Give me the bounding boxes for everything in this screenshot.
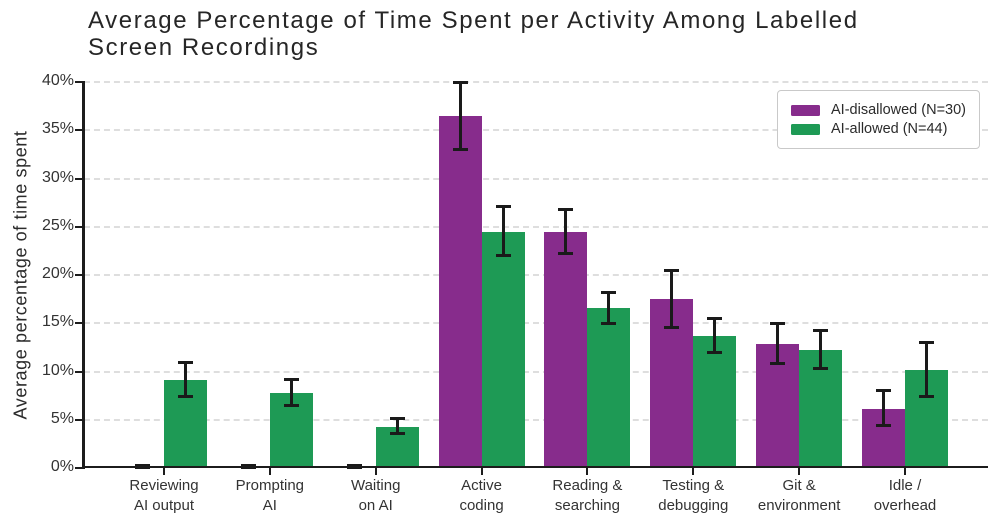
y-tick-label: 30% <box>41 168 74 186</box>
x-tick-label: Prompting AI <box>235 477 305 514</box>
y-tick <box>75 129 84 132</box>
error-bar-cap <box>813 367 829 371</box>
y-tick-label: 5% <box>50 409 74 427</box>
x-tick <box>692 468 695 475</box>
error-bar-cap <box>770 362 786 366</box>
error-bar-line <box>670 270 674 328</box>
bar-ai-allowed <box>693 335 737 468</box>
error-bar-cap <box>813 329 829 333</box>
y-tick <box>75 225 84 228</box>
error-bar-line <box>458 82 462 150</box>
bar-ai-allowed <box>481 231 525 468</box>
error-bar-cap <box>664 325 680 329</box>
gridline <box>84 322 988 325</box>
gridline <box>84 177 988 180</box>
error-bar-cap <box>707 350 723 354</box>
x-tick <box>798 468 801 475</box>
error-bar-cap <box>601 321 617 325</box>
plot-area <box>75 80 988 475</box>
error-bar-line <box>776 323 780 364</box>
error-bar-line <box>289 379 293 406</box>
gridline <box>84 225 988 228</box>
x-tick-label: Idle / overhead <box>873 477 937 514</box>
legend-label: AI-allowed (N=44) <box>831 121 948 137</box>
y-tick <box>75 274 84 276</box>
x-tick <box>903 468 906 475</box>
x-tick-label: Reading & searching <box>552 477 623 514</box>
error-bar-cap <box>664 268 680 272</box>
error-bar-cap <box>558 252 574 256</box>
error-bar-cap <box>875 389 891 393</box>
error-bar-cap <box>452 148 468 152</box>
x-tick <box>268 468 271 475</box>
x-tick <box>163 468 165 475</box>
y-tick-label: 25% <box>41 216 74 234</box>
error-bar-cap <box>875 424 891 428</box>
error-bar-cap <box>389 431 405 435</box>
error-bar-cap <box>601 290 617 294</box>
y-tick <box>75 418 84 421</box>
bar-ai-allowed <box>587 307 631 468</box>
gridline <box>84 81 988 83</box>
error-bar-line <box>501 206 505 256</box>
error-bar-cap <box>495 254 511 258</box>
y-tick-label: 40% <box>41 72 74 89</box>
gridline <box>84 418 988 421</box>
error-bar-line <box>713 318 717 353</box>
error-bar-cap <box>283 377 299 381</box>
x-tick-label: Git & environment <box>757 477 841 514</box>
error-bar-line <box>819 330 823 369</box>
legend-item: AI-disallowed (N=30) <box>791 102 966 118</box>
gridline <box>84 370 988 373</box>
error-bar-cap <box>918 341 934 345</box>
legend-swatch-ai-disallowed <box>791 104 820 116</box>
y-tick-label: 10% <box>41 361 74 379</box>
error-bar-cap <box>770 321 786 325</box>
x-tick <box>586 468 589 475</box>
x-tick-label: Testing & debugging <box>658 477 729 514</box>
error-bar-line <box>184 362 187 397</box>
error-bar-line <box>607 292 611 324</box>
x-tick-label: Reviewing AI output <box>129 477 199 514</box>
error-bar-cap <box>389 417 405 421</box>
error-bar-cap <box>452 80 468 84</box>
bar-ai-disallowed <box>438 115 482 468</box>
gridline <box>84 274 988 276</box>
y-tick <box>75 81 84 83</box>
legend-item: AI-allowed (N=44) <box>791 121 966 137</box>
gridline <box>84 129 988 132</box>
error-bar-cap <box>495 204 511 208</box>
y-tick-label: 35% <box>41 120 74 138</box>
error-bar-cap <box>178 395 193 399</box>
x-tick <box>480 468 483 475</box>
y-tick <box>75 177 84 180</box>
x-tick-label: Active coding <box>459 477 504 514</box>
y-tick-label: 0% <box>50 458 74 475</box>
error-bar-cap <box>918 395 934 399</box>
legend-swatch-ai-allowed <box>791 123 820 135</box>
x-tick-label: Waiting on AI <box>350 477 401 514</box>
bar-ai-disallowed <box>544 231 588 468</box>
y-tick <box>75 322 84 325</box>
error-bar-cap <box>707 316 723 320</box>
error-bar-cap <box>178 361 193 365</box>
error-bar-cap <box>283 403 299 407</box>
x-axis-line <box>82 465 988 468</box>
x-tick <box>374 468 377 475</box>
error-bar-line <box>924 342 928 397</box>
y-tick-label: 15% <box>41 313 74 331</box>
error-bar-line <box>395 418 399 434</box>
legend-label: AI-disallowed (N=30) <box>831 102 966 118</box>
error-bar-line <box>881 390 885 426</box>
y-tick <box>75 467 84 469</box>
chart-title: Average Percentage of Time Spent per Act… <box>88 7 859 62</box>
y-tick <box>75 370 84 373</box>
error-bar-line <box>564 209 568 254</box>
y-tick-label: 20% <box>41 265 74 282</box>
legend: AI-disallowed (N=30) AI-allowed (N=44) <box>777 90 980 149</box>
error-bar-cap <box>558 207 574 211</box>
